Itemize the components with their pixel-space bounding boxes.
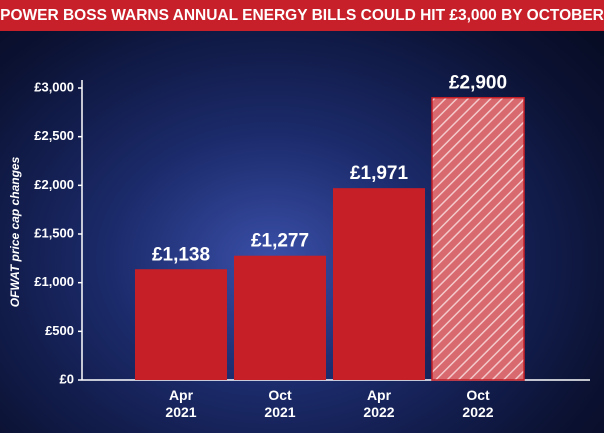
y-tick-label: £1,000 bbox=[34, 274, 74, 289]
y-axis-label: OFWAT price cap changes bbox=[8, 156, 22, 307]
y-tick-label: £2,500 bbox=[34, 128, 74, 143]
bar bbox=[234, 255, 326, 380]
y-tick-label: £1,500 bbox=[34, 225, 74, 240]
bar bbox=[333, 188, 425, 380]
x-tick-label: Apr 2022 bbox=[363, 387, 395, 420]
value-label: £1,277 bbox=[251, 231, 309, 252]
bar bbox=[135, 269, 227, 380]
bar bbox=[431, 96, 525, 381]
x-tick-label: Apr 2021 bbox=[165, 387, 197, 420]
value-label: £1,138 bbox=[152, 244, 210, 265]
y-tick-label: £0 bbox=[60, 371, 74, 386]
y-tick-label: £500 bbox=[45, 323, 74, 338]
title-bar bbox=[0, 0, 604, 31]
y-tick-label: £2,000 bbox=[34, 177, 74, 192]
x-tick-label: Oct 2021 bbox=[264, 387, 296, 420]
chart-title: POWER BOSS WARNS ANNUAL ENERGY BILLS COU… bbox=[0, 7, 604, 24]
value-label: £2,900 bbox=[449, 73, 507, 94]
x-tick-label: Oct 2022 bbox=[462, 387, 494, 420]
value-label: £1,971 bbox=[350, 163, 409, 184]
y-tick-label: £3,000 bbox=[34, 79, 74, 94]
